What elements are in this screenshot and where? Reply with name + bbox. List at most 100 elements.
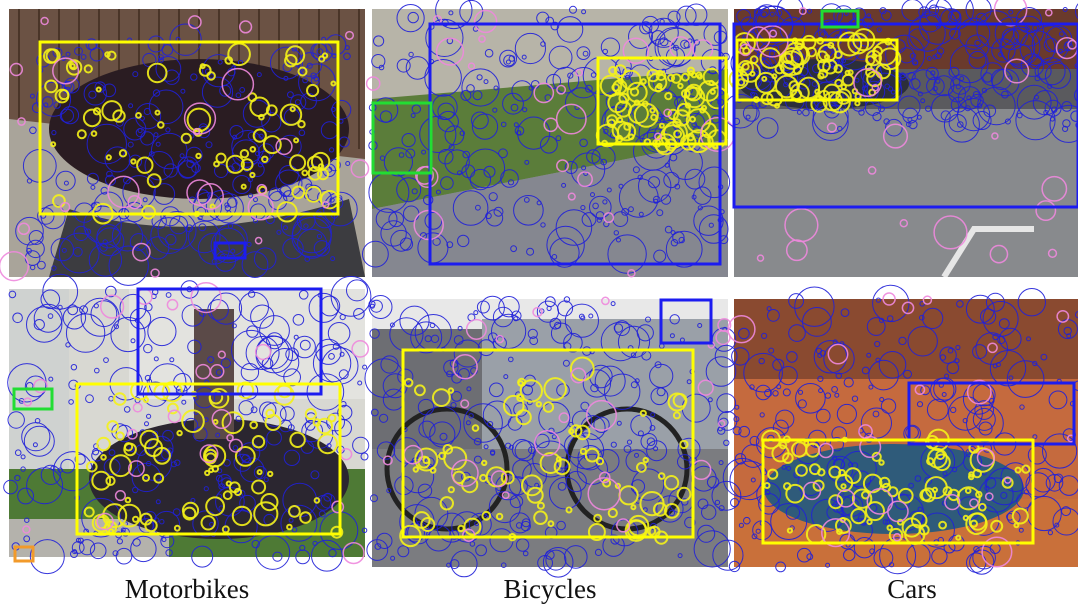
detection-circle — [693, 186, 712, 205]
positive-circle — [264, 414, 282, 431]
attended-circle — [802, 481, 822, 501]
detection-circle — [591, 145, 616, 170]
detection-circle — [1008, 9, 1014, 15]
positive-circle — [667, 73, 676, 82]
detection-circle — [390, 555, 396, 561]
attended-circle — [211, 408, 232, 430]
detection-circle — [600, 321, 641, 362]
detection-circle — [150, 132, 188, 170]
detection-circle — [636, 324, 654, 342]
detection-circle — [786, 351, 798, 363]
detection-circle — [443, 359, 459, 376]
detection-circle — [105, 174, 116, 186]
detection-circle — [345, 161, 351, 166]
detection-circle — [135, 103, 162, 130]
detection-circle — [29, 93, 35, 99]
attended-circle — [331, 500, 345, 514]
positive-circle — [663, 475, 680, 491]
detection-circle — [280, 504, 318, 542]
detection-circle — [693, 205, 724, 236]
detection-circle — [1031, 25, 1070, 63]
detection-circle — [1052, 507, 1078, 536]
positive-circle — [516, 393, 525, 402]
attended-circle — [798, 7, 807, 16]
detection-circle — [312, 540, 318, 546]
attended-circle — [60, 201, 71, 213]
detection-circle — [155, 499, 161, 505]
detection-circle — [369, 303, 375, 309]
positive-circle — [655, 70, 667, 82]
attended-circle — [826, 122, 838, 133]
detection-circle — [707, 397, 713, 403]
detection-circle — [1047, 530, 1054, 536]
detection-circle — [219, 84, 232, 97]
positive-circle — [542, 401, 555, 413]
detection-circle — [576, 46, 591, 60]
detection-circle — [919, 11, 941, 33]
detection-circle — [672, 231, 685, 244]
detection-circle — [120, 527, 126, 533]
box-bicycle2-yellow — [401, 348, 695, 539]
detection-circle — [218, 483, 226, 491]
positive-circle — [1011, 507, 1029, 525]
attended-circle — [40, 16, 49, 26]
detection-circle — [483, 79, 489, 85]
positive-circle — [141, 204, 157, 220]
detection-circle — [1007, 43, 1033, 69]
detection-circle — [542, 547, 574, 578]
detection-circle — [649, 363, 674, 388]
attended-circle — [853, 68, 883, 98]
detection-circle — [169, 357, 175, 363]
detection-circle — [903, 424, 921, 443]
positive-circle — [293, 137, 300, 144]
detection-circle — [86, 123, 128, 165]
detection-circle — [47, 313, 54, 319]
detection-circle — [807, 8, 812, 14]
detection-circle — [372, 97, 399, 123]
attended-circle — [452, 353, 478, 380]
detection-circle — [279, 419, 293, 433]
detection-circle — [8, 290, 17, 299]
detection-circle — [670, 230, 676, 236]
detection-circle — [299, 339, 311, 351]
attended-circle — [533, 82, 555, 104]
detection-circle — [423, 194, 434, 206]
positive-circle — [812, 479, 825, 492]
detection-circle — [513, 195, 544, 226]
detection-circle — [292, 314, 305, 326]
positive-circle — [780, 47, 804, 70]
positive-circle — [330, 80, 337, 87]
detection-circle — [75, 537, 81, 543]
detection-circle — [453, 335, 464, 345]
positive-circle — [933, 453, 951, 472]
detection-circle — [146, 413, 152, 419]
detection-circle — [861, 366, 870, 375]
detection-circle — [885, 118, 903, 137]
detection-circle — [424, 335, 432, 343]
detection-circle — [513, 402, 528, 417]
detection-circle — [473, 455, 482, 464]
positive-circle — [579, 447, 587, 455]
positive-circle — [181, 501, 200, 519]
positive-circle — [83, 64, 93, 74]
positive-circle — [647, 72, 668, 92]
detection-circle — [86, 172, 99, 185]
detection-circle — [889, 562, 895, 568]
detection-circle — [556, 16, 584, 43]
attended-circle — [601, 296, 610, 306]
positive-circle — [879, 476, 891, 489]
detection-circle — [1062, 119, 1071, 128]
detection-circle — [51, 130, 57, 136]
detection-circle — [879, 7, 887, 15]
positive-circle — [457, 524, 465, 533]
detection-circle — [866, 72, 903, 109]
detection-circle — [486, 209, 504, 227]
detection-circle — [618, 177, 659, 218]
positive-circle — [964, 487, 972, 495]
detection-circle — [461, 68, 500, 107]
detection-circle — [934, 52, 942, 59]
detection-circle — [161, 44, 174, 56]
attended-circle — [190, 281, 222, 314]
positive-circle — [279, 103, 303, 126]
detection-circle — [508, 55, 516, 62]
